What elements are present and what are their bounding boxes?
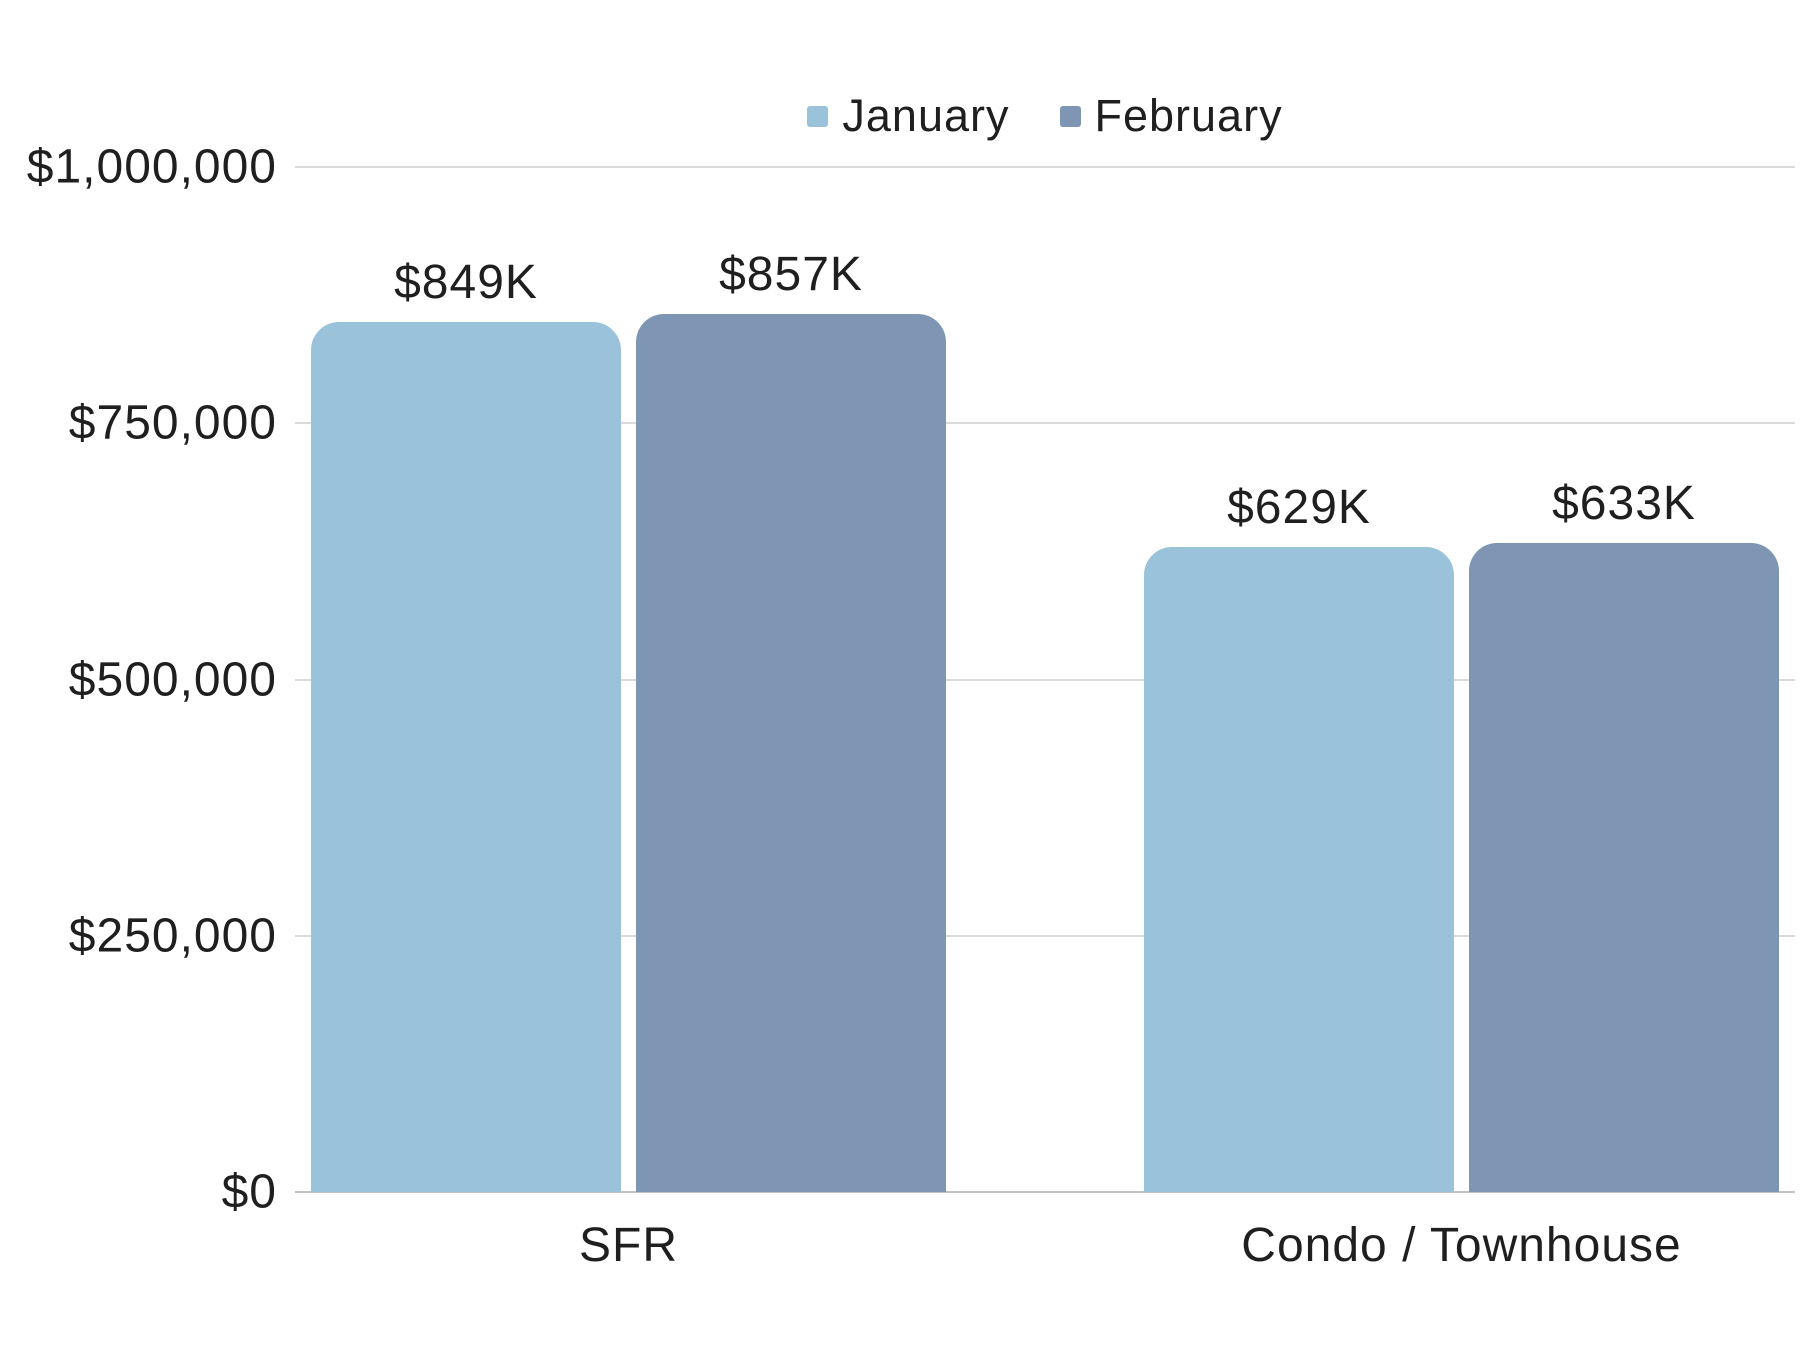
y-tick-label: $500,000 bbox=[68, 653, 277, 706]
legend-label: February bbox=[1094, 90, 1283, 141]
bar-february-condo-townhouse: $633K bbox=[1469, 477, 1779, 1192]
gridline bbox=[295, 166, 1795, 168]
gridline bbox=[295, 422, 1795, 425]
y-tick-label: $1,000,000 bbox=[26, 140, 277, 194]
y-tick-label: $250,000 bbox=[68, 909, 277, 963]
bar-value-label: $849K bbox=[394, 255, 538, 309]
bar-value-label: $629K bbox=[1227, 481, 1371, 535]
legend-item-february: February bbox=[1059, 90, 1283, 142]
x-axis-line bbox=[295, 1191, 1795, 1193]
bar-groups-row: $849K $857K SFR $629K $633K Condo / Townhouse bbox=[295, 167, 1795, 1272]
y-tick-label: $750,000 bbox=[68, 396, 277, 450]
bar-value-label: $633K bbox=[1552, 477, 1696, 531]
bar-january-sfr: $849K bbox=[311, 256, 621, 1192]
x-axis-label-condo-townhouse: Condo / Townhouse bbox=[1241, 1219, 1682, 1272]
y-tick-label: $0 bbox=[221, 1165, 277, 1219]
gridline bbox=[295, 934, 1795, 937]
legend-swatch-icon bbox=[807, 105, 829, 127]
bar-group-sfr: $849K $857K SFR bbox=[311, 167, 946, 1272]
bar-january-condo-townhouse: $629K bbox=[1144, 481, 1454, 1192]
legend-swatch-icon bbox=[1059, 105, 1081, 127]
legend-label: January bbox=[842, 90, 1010, 141]
legend-item-january: January bbox=[807, 90, 1009, 142]
bar-group-condo-townhouse: $629K $633K Condo / Townhouse bbox=[1144, 167, 1779, 1272]
x-axis-label-sfr: SFR bbox=[579, 1219, 678, 1272]
gridline bbox=[295, 678, 1795, 681]
plot-area: $849K $857K SFR $629K $633K Condo / Townhouse… bbox=[27, 141, 1795, 1272]
legend: January February bbox=[295, 86, 1795, 146]
bar-value-label: $857K bbox=[719, 247, 863, 301]
bar-february-sfr: $857K bbox=[636, 248, 946, 1192]
